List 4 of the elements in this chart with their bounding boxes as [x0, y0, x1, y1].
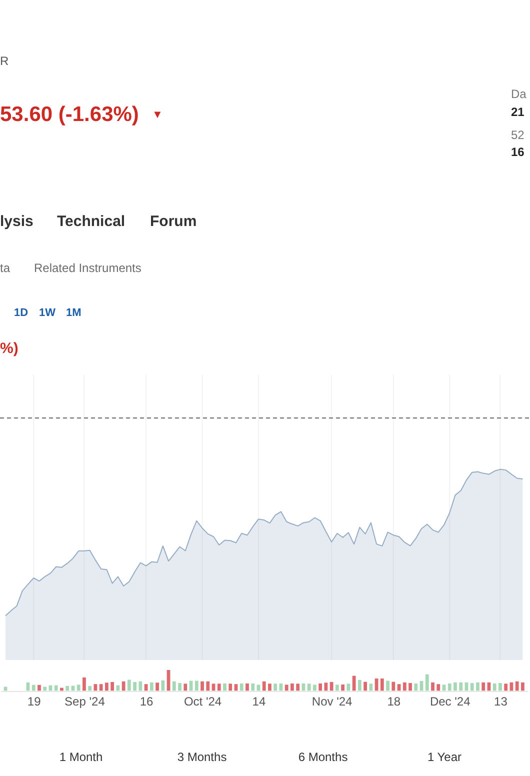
text: 6 Months	[298, 750, 348, 764]
text: 1 Year	[427, 750, 462, 764]
text: 1 Month	[59, 750, 103, 764]
text: 3 Months	[177, 750, 227, 764]
